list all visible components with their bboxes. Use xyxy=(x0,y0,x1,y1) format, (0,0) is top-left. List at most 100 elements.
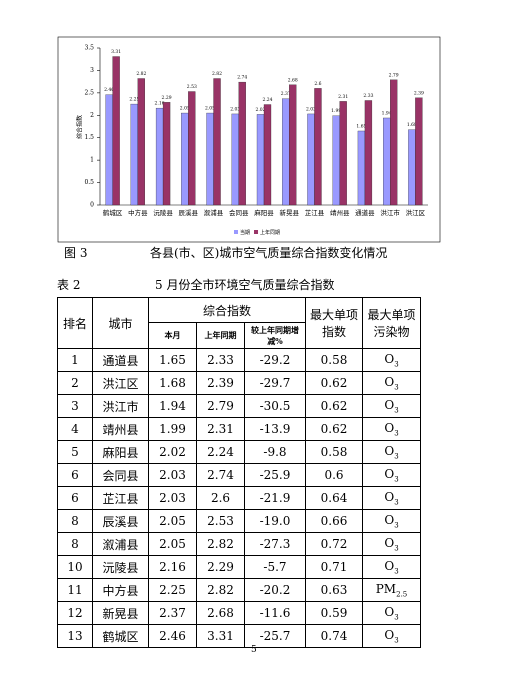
table-cell: -27.3 xyxy=(244,532,306,556)
table-cell: 2.25 xyxy=(148,578,197,602)
table-cell: 0.74 xyxy=(305,624,363,648)
table-row: 8 辰溪县 2.05 2.53 -19.0 0.66 O3 xyxy=(57,509,421,533)
table-cell: 2.02 xyxy=(148,440,197,464)
x-tick-label: 会同县 xyxy=(229,208,249,217)
table-cell: 靖州县 xyxy=(92,417,149,441)
table-cell: 2.82 xyxy=(196,578,245,602)
table-cell: 12 xyxy=(57,601,93,625)
value-label: 2.02 xyxy=(255,107,265,113)
table-row: 6 会同县 2.03 2.74 -25.9 0.6 O3 xyxy=(57,463,421,487)
table-cell: 0.6 xyxy=(305,463,363,487)
value-label: 2.05 xyxy=(205,106,215,112)
x-tick-label: 鹤城区 xyxy=(103,208,123,217)
table-cell: 2.31 xyxy=(196,417,245,441)
table-cell: 2.46 xyxy=(148,624,197,648)
x-tick-label: 辰溪县 xyxy=(179,208,199,217)
x-tick-label: 通道县 xyxy=(355,208,375,217)
bar xyxy=(415,97,423,206)
table-cell: -29.2 xyxy=(244,348,306,372)
table-cell: -25.7 xyxy=(244,624,306,648)
table-cell: 2.68 xyxy=(196,601,245,625)
table-cell: 2.29 xyxy=(196,555,245,579)
header-cell: 排名 xyxy=(57,297,93,349)
x-tick-label: 中方县 xyxy=(128,208,148,217)
table-cell: 1 xyxy=(57,348,93,372)
table-cell: 2.33 xyxy=(196,348,245,372)
table-cell: 8 xyxy=(57,532,93,556)
table-cell: 2 xyxy=(57,371,93,395)
table-cell: 1.99 xyxy=(148,417,197,441)
header-cell: 城市 xyxy=(92,297,149,349)
bar xyxy=(408,129,416,206)
table-cell: 2.16 xyxy=(148,555,197,579)
x-tick-label: 洪江市 xyxy=(380,208,400,217)
table-cell: 6 xyxy=(57,463,93,487)
figure-label: 图 3 xyxy=(64,246,88,260)
figure-caption: 各县(市、区)城市空气质量综合指数变化情况 xyxy=(150,246,388,260)
table-cell: 2.05 xyxy=(148,532,197,556)
table-cell: 0.58 xyxy=(305,440,363,464)
bar xyxy=(213,78,221,206)
table-cell: 0.62 xyxy=(305,394,363,418)
table-cell: 8 xyxy=(57,509,93,533)
table-cell: O3 xyxy=(362,486,421,510)
table-cell: O3 xyxy=(362,601,421,625)
table-cell: 0.63 xyxy=(305,578,363,602)
table-cell: -13.9 xyxy=(244,417,306,441)
table-cell: PM2.5 xyxy=(362,578,421,602)
pollutant: PM xyxy=(375,581,397,596)
bar xyxy=(137,78,145,206)
pollutant: O xyxy=(384,604,395,619)
y-tick-label: 0 xyxy=(90,202,94,209)
table-cell: 0.62 xyxy=(305,417,363,441)
value-label: 2.16 xyxy=(155,101,165,107)
pollutant: O xyxy=(384,627,395,642)
table-cell: -19.0 xyxy=(244,509,306,533)
pollutant: O xyxy=(384,351,395,366)
bar xyxy=(155,107,164,206)
bar xyxy=(206,112,214,206)
table-row: 6 芷江县 2.03 2.6 -21.9 0.64 O3 xyxy=(57,486,421,510)
header-cell: 最大单项指数 xyxy=(305,297,363,349)
value-label: 2.29 xyxy=(162,95,172,101)
chart: 综合指数 00.511.522.533.5鹤城区2.463.31中方县2.252… xyxy=(57,36,441,243)
y-tick-label: 3 xyxy=(90,67,94,74)
table-cell: 0.64 xyxy=(305,486,363,510)
table-cell: -25.9 xyxy=(244,463,306,487)
table-cell: O3 xyxy=(362,624,421,648)
pollutant: O xyxy=(384,535,395,550)
table-cell: 11 xyxy=(57,578,93,602)
pollutant-subscript: 3 xyxy=(394,498,399,507)
pollutant-subscript: 3 xyxy=(394,521,399,530)
bar xyxy=(162,102,171,206)
pollutant: O xyxy=(384,397,395,412)
table-cell: O3 xyxy=(362,394,421,418)
table-cell: 沅陵县 xyxy=(92,555,149,579)
table-row: 5 麻阳县 2.02 2.24 -9.8 0.58 O3 xyxy=(57,440,421,464)
table-cell: -9.8 xyxy=(244,440,306,464)
x-tick-label: 靖州县 xyxy=(330,208,350,217)
chart-frame xyxy=(57,36,441,243)
table-cell: 10 xyxy=(57,555,93,579)
table: 排名 城市 综合指数 最大单项指数 最大单项污染物 本月 上年同期 较上年同期增… xyxy=(57,297,421,648)
pollutant: O xyxy=(384,443,395,458)
bar xyxy=(256,114,265,206)
table-cell: 中方县 xyxy=(92,578,149,602)
table-cell: 2.53 xyxy=(196,509,245,533)
subheader-cell: 较上年同期增减% xyxy=(244,322,306,349)
table-cell: 2.39 xyxy=(196,371,245,395)
table-title: 5 月份全市环境空气质量综合指数 xyxy=(155,278,335,292)
x-tick-label: 芷江县 xyxy=(305,208,325,217)
value-label: 2.05 xyxy=(180,106,190,112)
table-cell: -20.2 xyxy=(244,578,306,602)
table-cell: 0.71 xyxy=(305,555,363,579)
value-label: 1.94 xyxy=(382,110,392,116)
table-cell: 0.59 xyxy=(305,601,363,625)
table-cell: 1.94 xyxy=(148,394,197,418)
value-label: 2.74 xyxy=(237,75,247,81)
subheader-cell: 本月 xyxy=(148,322,197,349)
bar xyxy=(130,103,138,206)
table-cell: 通道县 xyxy=(92,348,149,372)
value-label: 2.46 xyxy=(104,87,114,93)
value-label: 2.24 xyxy=(262,97,272,103)
